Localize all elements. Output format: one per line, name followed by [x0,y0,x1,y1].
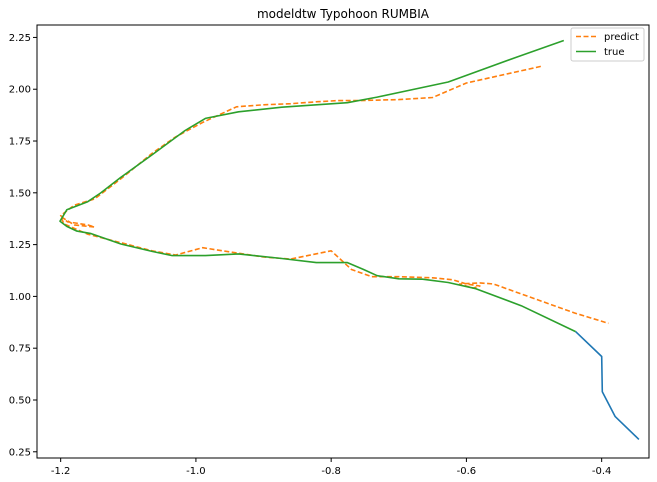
legend-true-label: true [604,47,625,58]
axis-ticks: -1.2 -1.0 -0.8 -0.6 -0.4 0.25 0.50 0.75 1.00 1.25… [9,33,612,477]
y-tick-label: 1.25 [9,240,31,251]
legend: predict true [570,27,645,62]
x-tick-label: -1.2 [51,466,71,477]
series-line-predict [59,65,609,325]
y-tick-label: 1.50 [9,188,31,199]
x-tick-label: -0.6 [457,466,477,477]
y-tick-label: 2.00 [9,85,31,96]
x-tick-label: -1.0 [186,466,206,477]
chart-title: modeldtw Typohoon RUMBIA [257,7,430,21]
y-tick-label: 0.75 [9,344,31,355]
x-tick-label: -0.8 [321,466,341,477]
y-tick-label: 0.50 [9,395,31,406]
y-tick-label: 1.75 [9,137,31,148]
plot-area [59,39,640,440]
legend-predict-label: predict [604,32,639,43]
y-tick-label: 2.25 [9,33,31,44]
axes-frame [36,24,650,459]
x-tick-label: -0.4 [592,466,612,477]
y-tick-label: 1.00 [9,292,31,303]
series-line-true [59,39,576,333]
legend-box [570,27,645,62]
series-line-unlabeled-0 [575,331,640,440]
y-tick-label: 0.25 [9,447,31,458]
